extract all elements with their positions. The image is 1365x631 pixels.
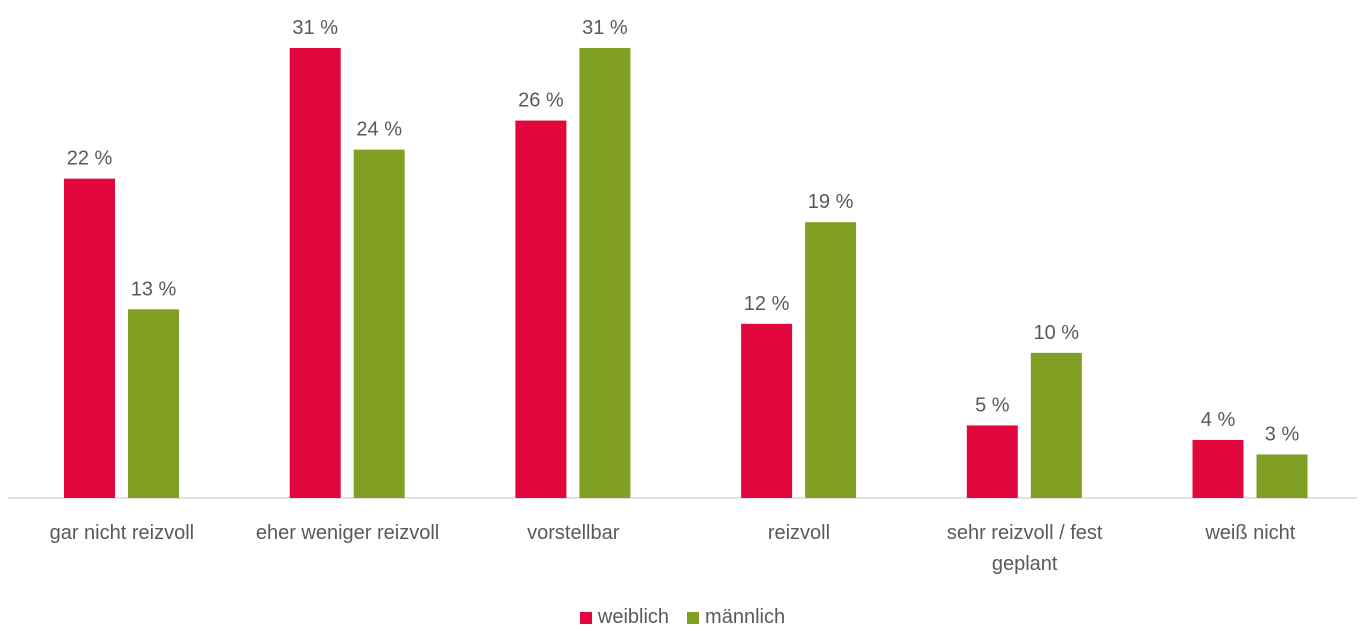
bar-weiblich-2	[515, 120, 567, 499]
data-label-maennlich-5: 3 %	[1265, 423, 1300, 445]
bars-group	[64, 48, 1308, 499]
data-label-maennlich-2: 31 %	[582, 17, 628, 39]
category-label-line: vorstellbar	[527, 522, 620, 544]
bar-chart: 22 % 13 % 31 % 24 % 26 % 31 % 12 % 19 % 5 % 10 % 4…	[8, 17, 1357, 575]
data-label-weiblich-1: 31 %	[292, 17, 338, 39]
bar-maennlich-0	[128, 309, 179, 498]
bar-maennlich-2	[579, 48, 631, 498]
category-label-line: geplant	[992, 553, 1058, 575]
category-label-1: eher weniger reizvoll	[256, 522, 439, 544]
data-labels-group: 22 % 13 % 31 % 24 % 26 % 31 % 12 % 19 % 5 % 10 % 4…	[67, 17, 1300, 445]
data-label-maennlich-0: 13 %	[131, 278, 177, 300]
category-label-line: gar nicht reizvoll	[50, 522, 195, 544]
legend-swatch-weiblich	[579, 611, 592, 624]
bar-weiblich-4	[966, 425, 1018, 498]
data-label-weiblich-5: 4 %	[1201, 409, 1236, 431]
legend-item-weiblich: weiblich	[579, 606, 670, 629]
category-label-line: eher weniger reizvoll	[256, 522, 439, 544]
category-labels-group: gar nicht reizvoll eher weniger reizvoll v…	[50, 522, 1296, 575]
bar-maennlich-5	[1256, 454, 1308, 498]
legend-item-maennlich: männlich	[687, 606, 785, 629]
data-label-weiblich-2: 26 %	[518, 90, 564, 112]
category-label-line: reizvoll	[768, 522, 830, 544]
category-label-3: reizvoll	[768, 522, 830, 544]
data-label-maennlich-1: 24 %	[356, 119, 402, 141]
data-label-weiblich-3: 12 %	[744, 293, 790, 315]
legend-label-weiblich: weiblich	[597, 606, 670, 628]
legend-swatch-maennlich	[687, 611, 700, 624]
bar-maennlich-4	[1030, 352, 1082, 498]
data-label-weiblich-4: 5 %	[975, 394, 1010, 416]
data-label-weiblich-0: 22 %	[67, 148, 113, 170]
bar-weiblich-0	[64, 178, 115, 499]
category-label-2: vorstellbar	[527, 522, 620, 544]
bar-weiblich-1	[289, 48, 341, 498]
legend: weiblich männlich	[0, 606, 1365, 629]
legend-label-maennlich: männlich	[705, 606, 786, 628]
data-label-maennlich-4: 10 %	[1034, 322, 1080, 344]
bar-maennlich-3	[805, 222, 857, 498]
bar-weiblich-5	[1192, 439, 1244, 498]
category-label-4: sehr reizvoll / fest geplant	[947, 522, 1103, 575]
category-label-line: sehr reizvoll / fest	[947, 522, 1103, 544]
bar-maennlich-1	[353, 149, 405, 498]
category-label-5: weiß nicht	[1204, 522, 1295, 544]
category-label-line: weiß nicht	[1204, 522, 1295, 544]
data-label-maennlich-3: 19 %	[808, 191, 854, 213]
bar-weiblich-3	[741, 323, 793, 498]
category-label-0: gar nicht reizvoll	[50, 522, 195, 544]
